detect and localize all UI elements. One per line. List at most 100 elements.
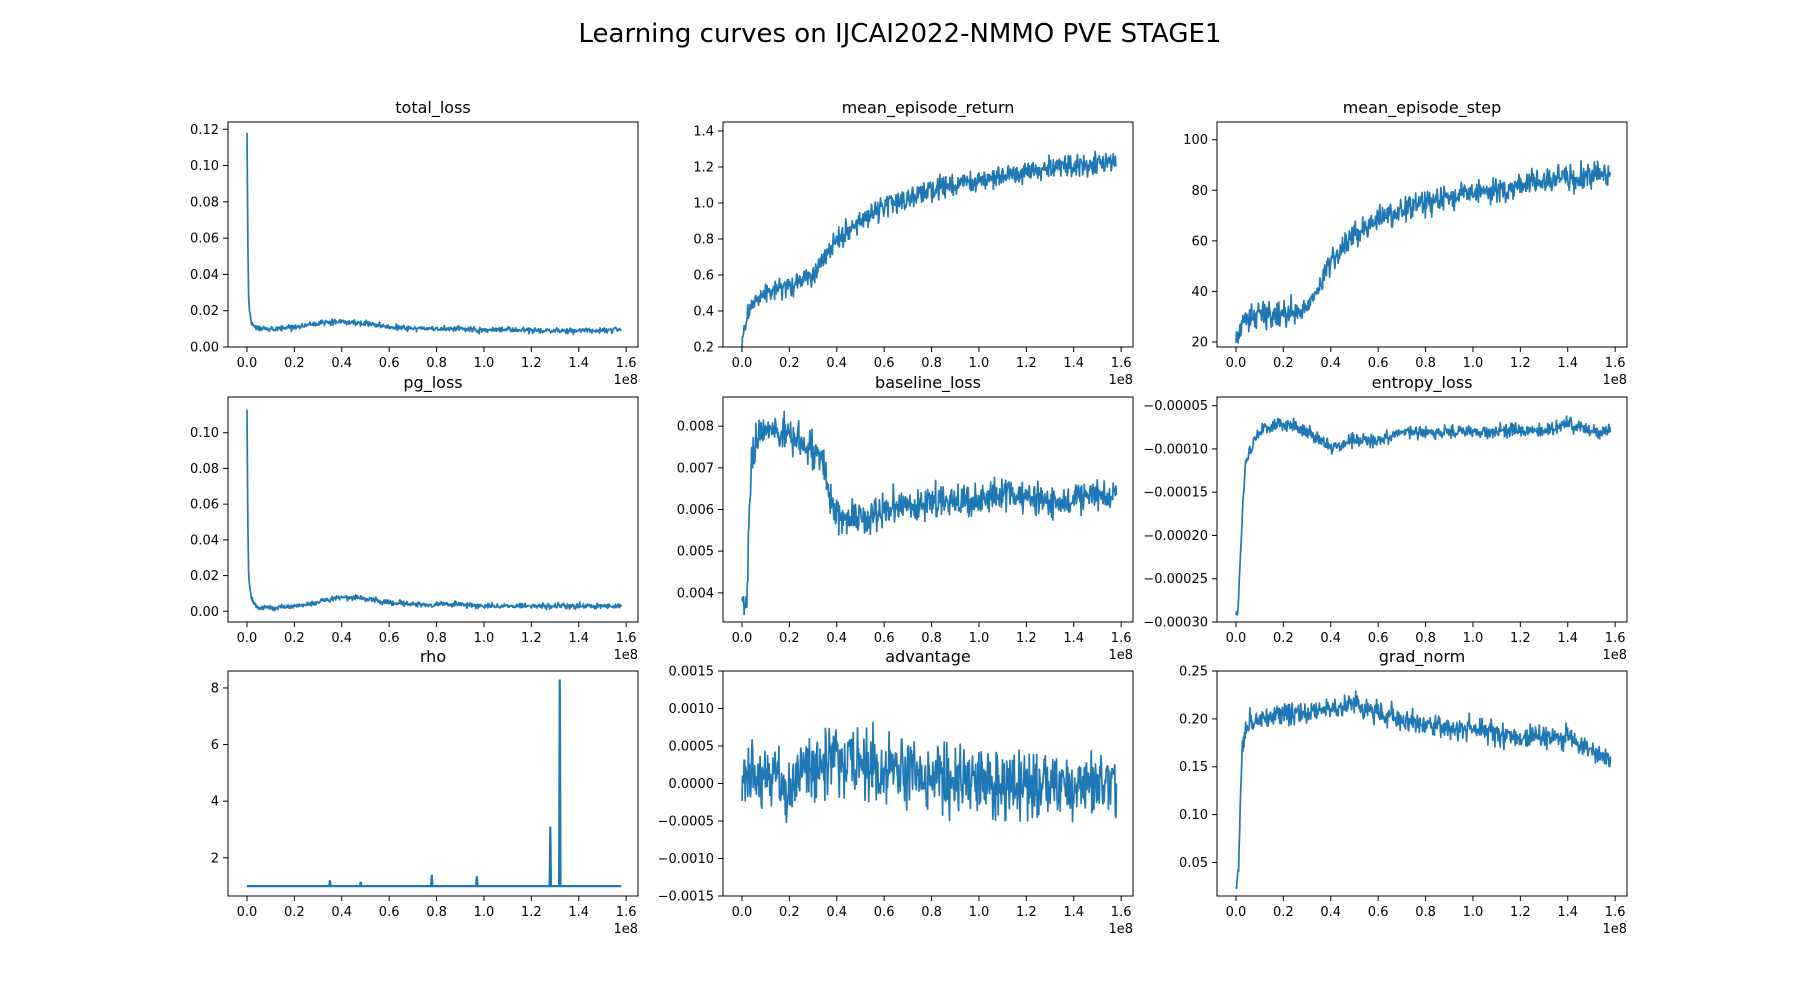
- series-line-advantage: [741, 721, 1118, 824]
- x-tick-label: 1.2: [1510, 631, 1531, 646]
- y-tick-label: 0.00: [190, 341, 219, 356]
- panel-baseline_loss: baseline_loss 0.0 0.2 0.4 0.6 0.8 1.0 1.2 1.4 1.6…: [677, 373, 1134, 663]
- x-tick-label: 0.6: [1368, 356, 1389, 371]
- x-offset-label: 1e8: [1602, 922, 1627, 937]
- x-tick-label: 1.6: [1111, 356, 1132, 371]
- y-tick-label: −0.0015: [658, 890, 714, 905]
- x-offset-label: 1e8: [1108, 648, 1133, 663]
- x-tick-label: 1.4: [1557, 905, 1578, 920]
- y-tick-label: 0.12: [190, 123, 219, 138]
- axes-frame: [1216, 121, 1628, 348]
- x-tick-label: 1.0: [474, 905, 495, 920]
- series-line-rho: [247, 679, 622, 888]
- x-offset-label: 1e8: [613, 648, 638, 663]
- panel-mean_episode_return: mean_episode_return 0.0 0.2 0.4 0.6 0.8 1.0 1.2…: [693, 98, 1134, 388]
- x-tick-label: 1.6: [616, 905, 637, 920]
- x-tick-label: 0.8: [1415, 905, 1436, 920]
- y-tick-label: 0.08: [190, 195, 219, 210]
- x-tick-label: 0.8: [921, 356, 942, 371]
- x-tick-label: 1.6: [1111, 631, 1132, 646]
- x-tick-label: 0.8: [921, 631, 942, 646]
- x-tick-label: 0.4: [331, 356, 352, 371]
- series-line-grad_norm: [1235, 690, 1612, 890]
- y-tick-label: 0.25: [1179, 665, 1208, 680]
- y-tick-label: 1.4: [693, 125, 714, 140]
- y-tick-label: 0.10: [190, 159, 219, 174]
- x-tick-label: 1.0: [969, 905, 990, 920]
- axes-frame: [1216, 396, 1628, 623]
- x-tick-label: 1.4: [1063, 905, 1084, 920]
- y-tick-label: 0.4: [693, 305, 714, 320]
- x-tick-label: 0.4: [331, 631, 352, 646]
- x-tick-label: 1.2: [521, 631, 542, 646]
- y-tick-label: 1.2: [693, 161, 714, 176]
- x-tick-label: 0.6: [874, 631, 895, 646]
- x-tick-label: 0.6: [1368, 905, 1389, 920]
- x-tick-label: 0.2: [284, 905, 305, 920]
- y-tick-label: 8: [211, 681, 219, 696]
- x-tick-label: 1.0: [474, 356, 495, 371]
- x-tick-label: 1.0: [1463, 356, 1484, 371]
- y-tick-label: 4: [211, 795, 219, 810]
- y-tick-label: 0.00: [190, 605, 219, 620]
- x-tick-label: 0.0: [732, 905, 753, 920]
- y-tick-label: 0.007: [677, 461, 714, 476]
- y-tick-label: 0.02: [190, 304, 219, 319]
- panel-title: baseline_loss: [875, 373, 981, 393]
- y-tick-label: 0.10: [1179, 808, 1208, 823]
- x-tick-label: 0.8: [426, 356, 447, 371]
- y-tick-label: −0.00020: [1143, 529, 1208, 544]
- x-offset-label: 1e8: [613, 922, 638, 937]
- x-tick-label: 1.4: [568, 905, 589, 920]
- x-tick-label: 1.4: [1557, 631, 1578, 646]
- y-tick-label: 1.0: [693, 197, 714, 212]
- y-tick-label: −0.00010: [1143, 442, 1208, 457]
- x-offset-label: 1e8: [1602, 373, 1627, 388]
- x-tick-label: 0.4: [826, 356, 847, 371]
- x-tick-label: 1.4: [568, 631, 589, 646]
- panel-advantage: advantage 0.0 0.2 0.4 0.6 0.8 1.0 1.2 1.4 1.6 1e8 −…: [658, 647, 1134, 937]
- panel-pg_loss: pg_loss 0.0 0.2 0.4 0.6 0.8 1.0 1.2 1.4 1.6 1e8 0.0…: [190, 373, 639, 663]
- x-tick-label: 1.2: [1016, 905, 1037, 920]
- y-tick-label: 0.10: [190, 426, 219, 441]
- y-tick-label: 100: [1183, 133, 1208, 148]
- x-tick-label: 0.6: [1368, 631, 1389, 646]
- x-tick-label: 0.0: [732, 631, 753, 646]
- x-tick-label: 0.2: [779, 356, 800, 371]
- y-tick-label: −0.00025: [1143, 572, 1208, 587]
- axes-frame: [227, 670, 639, 897]
- x-tick-label: 1.4: [568, 356, 589, 371]
- x-tick-label: 0.0: [237, 905, 258, 920]
- x-offset-label: 1e8: [1108, 922, 1133, 937]
- x-tick-label: 1.0: [1463, 905, 1484, 920]
- y-tick-label: 0.04: [190, 533, 219, 548]
- series-line-pg_loss: [246, 409, 623, 612]
- y-tick-label: 0.005: [677, 545, 714, 560]
- x-tick-label: 0.6: [379, 905, 400, 920]
- x-tick-label: 0.8: [1415, 356, 1436, 371]
- x-tick-label: 1.2: [521, 356, 542, 371]
- x-tick-label: 1.4: [1063, 631, 1084, 646]
- x-offset-label: 1e8: [1108, 373, 1133, 388]
- y-tick-label: 0.20: [1179, 712, 1208, 727]
- y-tick-label: 0.02: [190, 569, 219, 584]
- y-tick-label: 0.006: [677, 503, 714, 518]
- figure-title: Learning curves on IJCAI2022-NMMO PVE ST…: [579, 19, 1222, 49]
- y-tick-label: 6: [211, 738, 219, 753]
- x-tick-label: 0.0: [237, 356, 258, 371]
- x-tick-label: 0.6: [874, 905, 895, 920]
- x-tick-label: 0.4: [1320, 631, 1341, 646]
- x-tick-label: 1.2: [521, 905, 542, 920]
- y-tick-label: 0.05: [1179, 856, 1208, 871]
- y-tick-label: 0.0015: [669, 665, 715, 680]
- axes-frame: [722, 121, 1134, 348]
- panel-title: mean_episode_step: [1343, 98, 1502, 118]
- x-tick-label: 1.0: [969, 356, 990, 371]
- panel-title: mean_episode_return: [842, 98, 1015, 118]
- x-tick-label: 0.8: [426, 631, 447, 646]
- series-line-baseline_loss: [741, 410, 1118, 616]
- panel-grad_norm: grad_norm 0.0 0.2 0.4 0.6 0.8 1.0 1.2 1.4 1.6 1e8 0…: [1179, 647, 1628, 937]
- y-tick-label: −0.00030: [1143, 616, 1208, 631]
- x-tick-label: 1.0: [969, 631, 990, 646]
- panel-title: rho: [420, 647, 446, 666]
